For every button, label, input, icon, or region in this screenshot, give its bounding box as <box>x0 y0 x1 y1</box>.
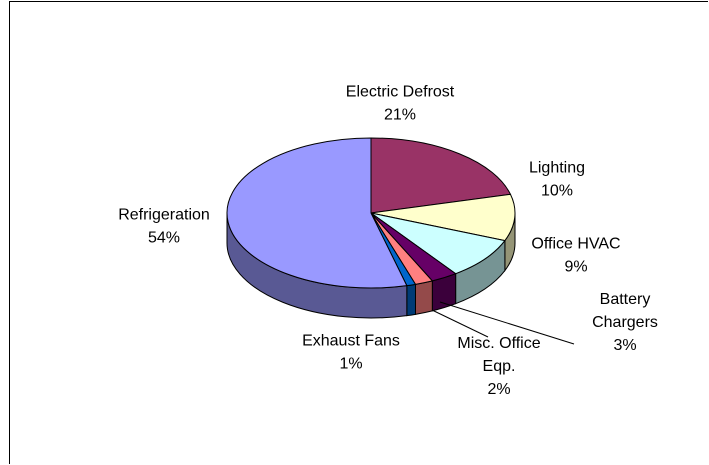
slice-label-lighting: Lighting 10% <box>529 160 585 200</box>
slice-labels: Electric Defrost 21% Lighting 10% Office HVA… <box>118 84 658 399</box>
slice-lighting <box>370 193 516 242</box>
slice-side-exhaust-fans <box>406 283 416 317</box>
slice-office-hvac <box>370 212 506 275</box>
leader-line-battery-chargers <box>439 301 575 345</box>
slice-label-electric-defrost: Electric Defrost 21% <box>346 84 455 124</box>
leader-lines <box>431 301 575 345</box>
slice-refrigeration <box>226 137 408 289</box>
slice-label-misc-office-eqp: Misc. Office Eqp. 2% <box>457 335 540 398</box>
slice-label-office-hvac: Office HVAC 9% <box>531 236 620 276</box>
pie-tops <box>226 137 516 289</box>
slice-label-battery-chargers: Battery Chargers 3% <box>592 291 658 354</box>
slice-label-refrigeration: Refrigeration 54% <box>118 207 210 247</box>
slice-label-exhaust-fans: Exhaust Fans 1% <box>302 333 400 373</box>
leader-line-misc-office-eqp <box>431 309 489 338</box>
slice-side-misc-office-eqp <box>414 280 433 315</box>
slice-electric-defrost <box>370 137 512 214</box>
